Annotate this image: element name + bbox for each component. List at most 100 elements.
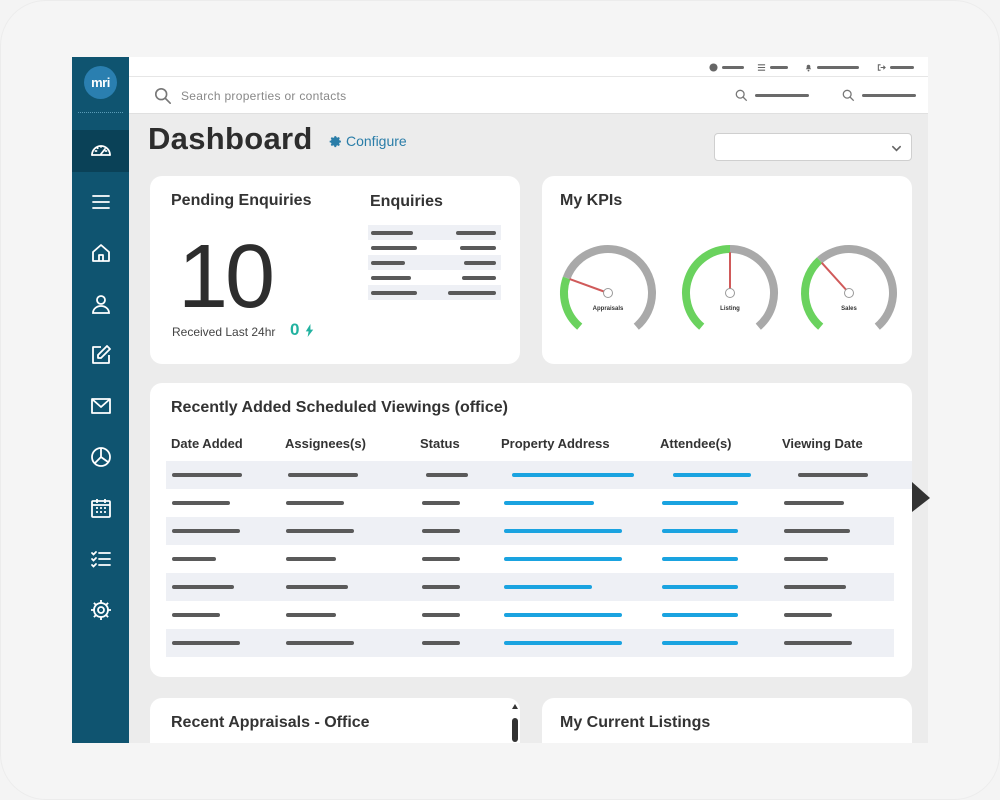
sidebar-item-edit[interactable] [72,334,129,376]
mri-logo[interactable]: mri [84,66,117,99]
table-row[interactable] [166,573,894,601]
search-icon[interactable] [154,87,172,105]
pending-enquiries-card: Pending Enquiries 10 Received Last 24hr … [150,176,520,364]
gauge-track [562,245,656,330]
sidebar-item-settings[interactable] [72,589,129,631]
enquiry-cell-placeholder [462,276,496,280]
table-cell-link-placeholder[interactable] [662,529,738,533]
table-row[interactable] [166,461,912,489]
table-cell-link-placeholder[interactable] [662,613,738,617]
sidebar: mri [72,57,129,743]
gauge-listing[interactable] [675,238,785,338]
quick-search-1[interactable] [735,89,809,102]
table-row[interactable] [166,517,894,545]
table-cell-placeholder [172,613,220,617]
checklist-icon [90,551,111,568]
sidebar-item-menu[interactable] [72,181,129,223]
gauge-hub [844,288,854,298]
table-cell-link-placeholder[interactable] [504,613,622,617]
table-cell-link-placeholder[interactable] [673,473,751,477]
enquiry-cell-placeholder [371,261,405,265]
gauge-sales[interactable] [794,238,904,338]
notifications-menu[interactable] [804,63,859,72]
gear-icon [90,600,111,620]
gauge-dial [560,245,656,330]
enquiry-row[interactable] [368,240,501,255]
col-header-property-address[interactable]: Property Address [501,436,610,451]
col-header-viewing-date[interactable]: Viewing Date [782,436,863,451]
kpis-card: My KPIs Appraisals Listing Sales [542,176,912,364]
info-icon [709,63,718,72]
sidebar-item-properties[interactable] [72,232,129,274]
table-cell-placeholder [172,529,240,533]
received-count[interactable]: 0 [290,320,300,339]
sidebar-item-mail[interactable] [72,385,129,427]
gauge-appraisals[interactable] [553,238,663,338]
configure-link[interactable]: Configure [329,133,407,149]
received-label: Received Last 24hr [172,325,276,339]
chevron-down-icon [892,145,901,152]
sidebar-item-calendar[interactable] [72,487,129,529]
table-row[interactable] [166,601,894,629]
quick-search-2[interactable] [842,89,916,102]
table-cell-placeholder [172,585,234,589]
table-cell-link-placeholder[interactable] [504,501,594,505]
office-select[interactable] [714,133,912,161]
gauge-dial [682,245,778,330]
table-cell-placeholder [422,585,460,589]
help-menu[interactable] [709,63,744,72]
table-cell-placeholder [422,557,460,561]
enquiry-row[interactable] [368,270,501,285]
speedometer-icon [90,145,111,156]
enquiry-row[interactable] [368,255,501,270]
sidebar-item-reports[interactable] [72,436,129,478]
table-cell-link-placeholder[interactable] [504,529,622,533]
calendar-icon [90,499,111,518]
table-cell-link-placeholder[interactable] [662,641,738,645]
table-cell-placeholder [422,641,460,645]
table-cell-link-placeholder[interactable] [662,585,738,589]
table-cell-link-placeholder[interactable] [504,557,622,561]
logout-icon [877,64,886,71]
enquiry-row[interactable] [368,285,501,300]
col-header-date-added[interactable]: Date Added [171,436,243,451]
sidebar-item-tasks[interactable] [72,538,129,580]
scroll-up-arrow[interactable] [512,704,518,709]
table-row[interactable] [166,629,894,657]
user-icon [91,295,110,314]
enquiries-title: Enquiries [370,193,443,210]
table-cell-link-placeholder[interactable] [662,557,738,561]
col-header-attendees[interactable]: Attendee(s) [660,436,732,451]
search-input[interactable] [181,86,541,106]
logout-menu[interactable] [877,63,914,72]
table-cell-placeholder [784,585,846,589]
enquiry-cell-placeholder [460,246,496,250]
scrollbar-thumb[interactable] [512,718,518,742]
mail-icon [90,398,111,414]
table-row[interactable] [166,489,894,517]
enquiry-row[interactable] [368,225,501,240]
logout-label-placeholder [890,66,914,69]
sidebar-item-contacts[interactable] [72,283,129,325]
tasks-menu[interactable] [757,63,788,72]
gauge-fill [801,257,824,330]
enquiry-cell-placeholder [371,231,413,235]
table-cell-placeholder [422,529,460,533]
table-cell-link-placeholder[interactable] [662,501,738,505]
enquiry-cell-placeholder [464,261,496,265]
pending-count[interactable]: 10 [178,227,275,327]
current-listings-title: My Current Listings [560,714,711,731]
gauge-hub [725,288,735,298]
table-cell-link-placeholder[interactable] [504,641,622,645]
col-header-status[interactable]: Status [420,436,460,451]
gauge-needle [569,278,609,294]
table-cell-link-placeholder[interactable] [504,585,592,589]
col-header-assignees[interactable]: Assignees(s) [285,436,366,451]
table-cell-placeholder [286,501,344,505]
app-window: mri [72,57,928,743]
table-cell-link-placeholder[interactable] [512,473,634,477]
sidebar-item-dashboard[interactable] [72,130,129,172]
kpis-title: My KPIs [560,192,623,209]
table-row[interactable] [166,545,894,573]
enquiry-cell-placeholder [371,246,417,250]
